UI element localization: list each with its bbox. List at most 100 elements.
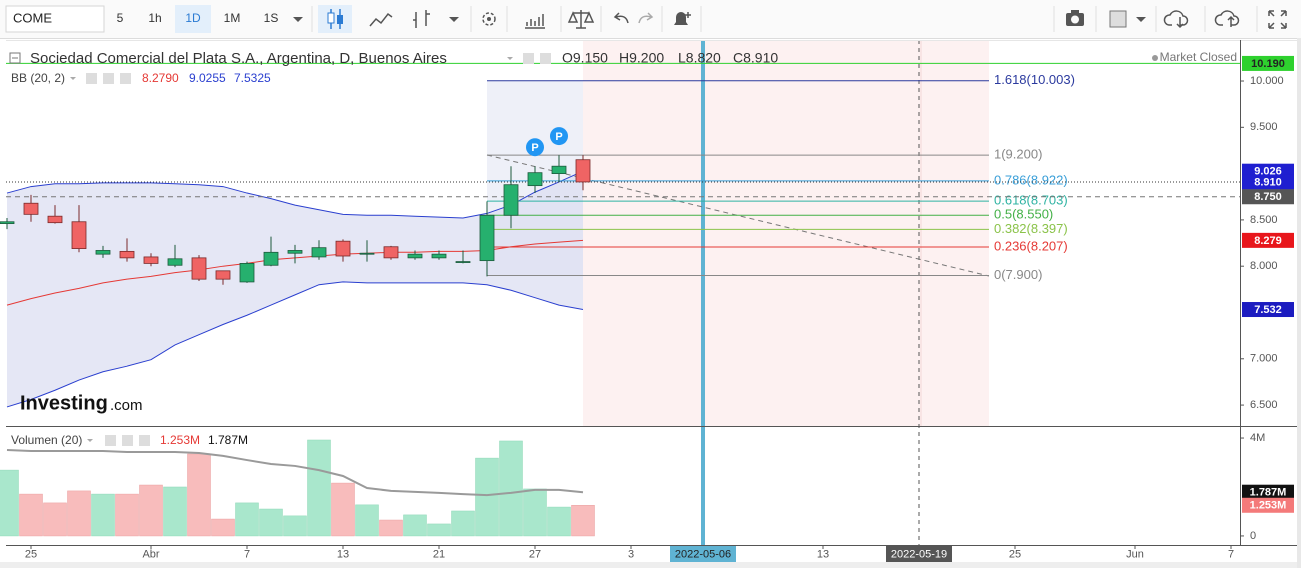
candle-icon[interactable] — [327, 9, 343, 29]
volume-bar — [115, 493, 139, 537]
x-tick-label: 2022-05-19 — [891, 548, 947, 560]
candle-body — [287, 250, 303, 254]
indicator-value: 9.0255 — [189, 71, 226, 85]
indicator-icon[interactable] — [86, 73, 97, 84]
cloud-upload-icon[interactable] — [1214, 10, 1240, 27]
title-dropdown[interactable] — [507, 57, 513, 60]
indicators-icon[interactable] — [525, 14, 545, 29]
fib-label: 1(9.200) — [994, 147, 1042, 162]
color-dropdown[interactable] — [1136, 17, 1146, 22]
y-tick-label: 6.500 — [1250, 399, 1278, 411]
price-badge — [1242, 302, 1294, 318]
alert-icon[interactable] — [674, 12, 688, 27]
y-tick-label: 9.500 — [1250, 121, 1278, 133]
volume-bar — [523, 488, 547, 537]
y-tick-label: 10.000 — [1250, 75, 1284, 87]
ohlc-high: H9.200 — [619, 50, 664, 66]
volume-bar — [91, 493, 115, 537]
settings-mini[interactable] — [540, 53, 551, 64]
indicator-dropdown[interactable] — [70, 77, 76, 80]
candle-body — [479, 214, 495, 262]
settings-icon-center — [487, 17, 491, 21]
volume-dropdown[interactable] — [87, 439, 93, 442]
candle-body — [0, 221, 15, 225]
indicator-value: 8.2790 — [142, 71, 179, 85]
interval-button[interactable]: 1S — [264, 11, 279, 25]
settings-icon[interactable] — [482, 12, 496, 26]
price-badge-label: 8.910 — [1254, 176, 1282, 188]
volume-name: Volumen (20) — [11, 433, 82, 447]
chart-title: Sociedad Comercial del Plata S.A., Argen… — [30, 50, 447, 67]
plot-layer: 1.618(10.003) 1(9.200) 0.786(8.922) 0.618(8… — [0, 40, 1240, 545]
x-tick-label: 25 — [25, 548, 37, 560]
camera-icon[interactable] — [1066, 10, 1084, 26]
color-icon[interactable] — [1109, 10, 1127, 28]
line-icon[interactable] — [369, 12, 393, 27]
volume-icon[interactable] — [105, 435, 116, 446]
indicator-icon[interactable] — [120, 73, 131, 84]
watermark: Investing — [20, 392, 108, 414]
frames — [0, 38, 1301, 568]
x-tick-label: 2022-05-06 — [675, 548, 731, 560]
price-badge — [1242, 55, 1294, 71]
indicator-name: BB (20, 2) — [11, 71, 65, 85]
candle-body — [551, 165, 567, 175]
symbol[interactable]: COME — [13, 10, 52, 25]
interval-button[interactable]: 5 — [117, 11, 124, 25]
redo-icon[interactable] — [638, 12, 654, 24]
band-fill — [7, 171, 583, 407]
volume-bar — [427, 523, 451, 537]
undo-icon[interactable] — [613, 12, 629, 24]
volume-bar — [67, 490, 91, 537]
candle-body — [455, 261, 471, 263]
ohlc-close: C8.910 — [733, 50, 778, 66]
chart-type-dropdown[interactable] — [449, 17, 459, 22]
price-badge-label: 8.750 — [1254, 191, 1282, 203]
volume-bar — [259, 508, 283, 537]
volume-bar — [547, 506, 571, 537]
fib-shade-right — [583, 40, 989, 426]
toolbar: COME 5 1h 1D 1M 1S — [0, 0, 1301, 39]
compare-icon[interactable] — [567, 10, 595, 29]
volume-icon[interactable] — [139, 435, 150, 446]
volume-bar — [139, 484, 163, 537]
cloud-download-icon[interactable] — [1163, 10, 1189, 29]
indicator-icon[interactable] — [103, 73, 114, 84]
volume-bar — [307, 439, 331, 537]
volume-bar — [499, 440, 523, 537]
fib-label: 0.5(8.550) — [994, 207, 1053, 222]
candle-body — [263, 251, 279, 266]
candle-body — [23, 202, 39, 215]
status-dot — [1152, 55, 1158, 61]
settings-mini[interactable] — [523, 53, 534, 64]
interval-dropdown[interactable] — [293, 17, 303, 22]
volume-icon[interactable] — [122, 435, 133, 446]
candle-body — [311, 247, 327, 258]
volume-bar — [475, 457, 499, 537]
ohlc-low: L8.820 — [678, 50, 721, 66]
volume-bar — [451, 510, 475, 537]
x-highlight-badge — [886, 546, 952, 562]
candle-body — [167, 258, 183, 266]
interval-button[interactable]: 1M — [224, 11, 241, 25]
volume-badge — [1242, 497, 1294, 513]
x-tick-label: 13 — [817, 548, 829, 560]
symbol-box[interactable] — [5, 5, 105, 33]
volume-bar — [331, 482, 355, 537]
volume-bar — [163, 486, 187, 537]
volume-badge — [1242, 484, 1294, 500]
volume-bar — [235, 502, 259, 537]
candle-button-bg[interactable] — [318, 5, 352, 33]
collapse-icon[interactable] — [9, 52, 21, 64]
bar-icon[interactable] — [413, 10, 430, 28]
fullscreen-icon[interactable] — [1268, 10, 1287, 29]
x-tick-label: 27 — [529, 548, 541, 560]
interval-button[interactable]: 1D — [185, 11, 201, 25]
legend: Sociedad Comercial del Plata S.A., Argen… — [9, 50, 1237, 447]
interval-active-bg — [175, 5, 211, 33]
fib-label: 0.786(8.922) — [994, 172, 1068, 187]
interval-button[interactable]: 1h — [148, 11, 161, 25]
y-tick-label: 7.000 — [1250, 353, 1278, 365]
